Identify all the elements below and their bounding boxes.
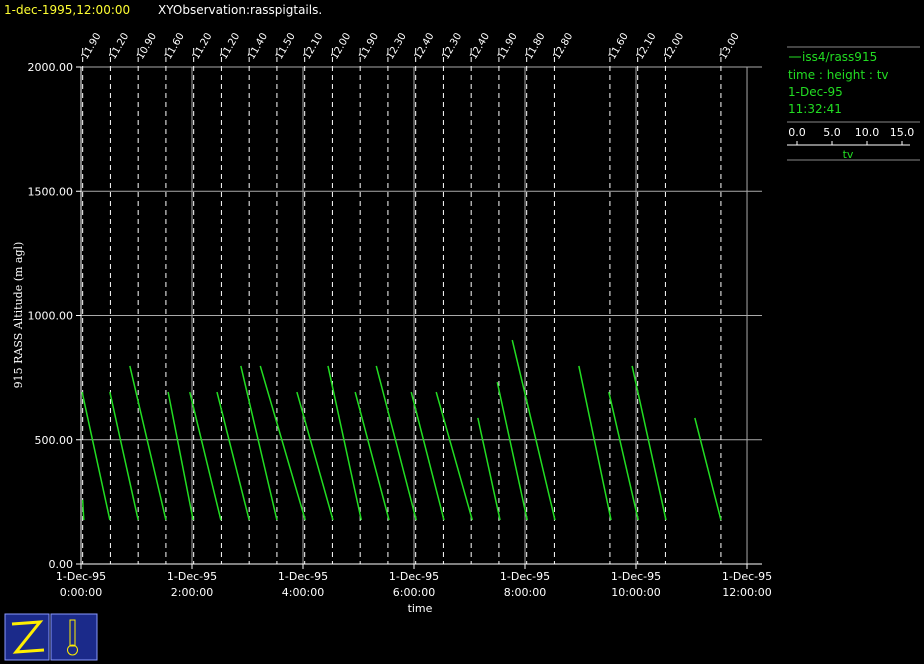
- marker-label: 12.10: [302, 31, 326, 61]
- y-tick-label: 1500.00: [28, 185, 74, 198]
- zoom-icon[interactable]: [4, 613, 50, 661]
- x-tick-sublabel: 4:00:00: [282, 586, 324, 599]
- x-tick-sublabel: 0:00:00: [60, 586, 102, 599]
- header-timestamp: 1-dec-1995,12:00:00: [4, 3, 130, 17]
- x-tick-label: 1-Dec-95: [389, 570, 439, 583]
- x-tick-label: 1-Dec-95: [56, 570, 106, 583]
- marker-label: 12.80: [551, 31, 575, 61]
- marker-label: 11.90: [496, 31, 520, 61]
- legend-entry: iss4/rass915: [802, 50, 877, 64]
- thermometer-icon[interactable]: [50, 613, 98, 661]
- x-axis-label: time: [408, 602, 433, 615]
- marker-label: 11.90: [357, 31, 381, 61]
- icon-bg[interactable]: [50, 613, 98, 661]
- data-line: [81, 499, 85, 521]
- scale-label: tv: [843, 148, 854, 161]
- marker-label: 12.10: [635, 31, 659, 61]
- x-tick-label: 1-Dec-95: [611, 570, 661, 583]
- x-tick-sublabel: 12:00:00: [722, 586, 771, 599]
- data-line: [496, 381, 528, 521]
- data-line: [354, 391, 390, 521]
- data-line: [608, 391, 639, 521]
- data-line: [375, 365, 417, 521]
- data-line: [410, 391, 445, 521]
- legend-time: 11:32:41: [788, 102, 842, 116]
- marker-label: 13.00: [718, 31, 742, 61]
- data-line: [578, 365, 612, 521]
- marker-label: 11.80: [524, 31, 548, 61]
- x-tick-sublabel: 8:00:00: [504, 586, 546, 599]
- legend-axes: time : height : tv: [788, 68, 889, 82]
- scale-tick-label: 10.0: [855, 126, 880, 139]
- data-line: [477, 417, 501, 521]
- data-line: [631, 365, 667, 521]
- data-line: [694, 417, 722, 521]
- marker-label: 12.40: [413, 31, 437, 61]
- data-line: [216, 391, 250, 521]
- marker-label: 11.20: [191, 31, 215, 61]
- x-tick-label: 1-Dec-95: [722, 570, 772, 583]
- marker-label: 11.40: [246, 31, 270, 61]
- data-line: [511, 339, 556, 521]
- icon-glyph: [69, 619, 76, 647]
- x-tick-sublabel: 2:00:00: [171, 586, 213, 599]
- icon-glyph: [67, 644, 78, 656]
- scale-tick-label: 15.0: [890, 126, 915, 139]
- marker-label: 11.50: [274, 31, 298, 61]
- data-line: [189, 391, 222, 521]
- marker-label: 10.90: [135, 31, 159, 61]
- y-tick-label: 2000.00: [28, 61, 74, 74]
- y-tick-label: 1000.00: [28, 310, 74, 323]
- marker-label: 11.60: [607, 31, 631, 61]
- data-line: [240, 365, 278, 521]
- y-axis-label: 915 RASS Altitude (m agl): [12, 242, 25, 389]
- marker-label: 11.20: [218, 31, 242, 61]
- x-tick-sublabel: 10:00:00: [611, 586, 660, 599]
- scale-tick-label: 0.0: [788, 126, 806, 139]
- x-tick-label: 1-Dec-95: [500, 570, 550, 583]
- marker-label: 11.90: [80, 31, 104, 61]
- marker-label: 12.30: [385, 31, 409, 61]
- data-line: [296, 391, 334, 521]
- x-tick-label: 1-Dec-95: [167, 570, 217, 583]
- marker-label: 12.00: [662, 31, 686, 61]
- y-tick-label: 0.00: [49, 558, 74, 571]
- data-line: [435, 391, 474, 521]
- data-line: [259, 365, 306, 521]
- marker-label: 11.20: [107, 31, 131, 61]
- data-line: [167, 391, 194, 521]
- data-line: [129, 365, 167, 521]
- data-line: [327, 365, 363, 521]
- header-title: XYObservation:rasspigtails.: [158, 3, 322, 17]
- marker-label: 12.30: [440, 31, 464, 61]
- icon-glyph: [11, 620, 45, 654]
- data-line: [109, 391, 139, 521]
- x-tick-sublabel: 6:00:00: [393, 586, 435, 599]
- marker-label: 11.60: [163, 31, 187, 61]
- marker-label: 12.00: [329, 31, 353, 61]
- y-tick-label: 500.00: [35, 434, 74, 447]
- data-line: [81, 391, 111, 521]
- scale-tick-label: 5.0: [823, 126, 841, 139]
- legend-date: 1-Dec-95: [788, 85, 843, 99]
- marker-label: 12.40: [468, 31, 492, 61]
- x-tick-label: 1-Dec-95: [278, 570, 328, 583]
